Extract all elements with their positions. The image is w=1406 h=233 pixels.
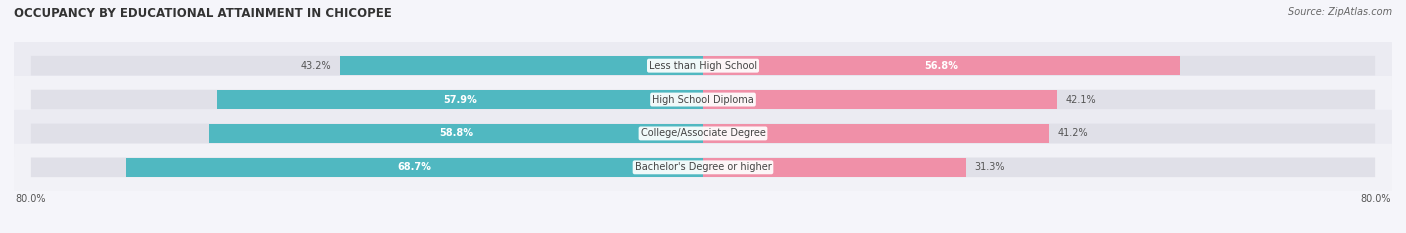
Text: Bachelor's Degree or higher: Bachelor's Degree or higher — [634, 162, 772, 172]
FancyBboxPatch shape — [31, 56, 703, 75]
Text: College/Associate Degree: College/Associate Degree — [641, 128, 765, 138]
Text: 56.8%: 56.8% — [925, 61, 959, 71]
FancyBboxPatch shape — [703, 158, 1375, 177]
FancyBboxPatch shape — [31, 90, 703, 109]
Bar — [217, 90, 703, 109]
FancyBboxPatch shape — [14, 42, 1392, 89]
FancyBboxPatch shape — [703, 56, 1375, 75]
Text: 57.9%: 57.9% — [443, 95, 477, 105]
Text: 43.2%: 43.2% — [301, 61, 332, 71]
Text: Source: ZipAtlas.com: Source: ZipAtlas.com — [1288, 7, 1392, 17]
FancyBboxPatch shape — [14, 76, 1392, 123]
Text: High School Diploma: High School Diploma — [652, 95, 754, 105]
Bar — [703, 90, 1057, 109]
Bar — [703, 158, 966, 177]
FancyBboxPatch shape — [31, 158, 703, 177]
FancyBboxPatch shape — [31, 124, 703, 143]
Text: Less than High School: Less than High School — [650, 61, 756, 71]
Text: OCCUPANCY BY EDUCATIONAL ATTAINMENT IN CHICOPEE: OCCUPANCY BY EDUCATIONAL ATTAINMENT IN C… — [14, 7, 392, 20]
FancyBboxPatch shape — [14, 110, 1392, 157]
Text: 31.3%: 31.3% — [974, 162, 1005, 172]
Bar — [703, 56, 1180, 75]
FancyBboxPatch shape — [14, 144, 1392, 191]
FancyBboxPatch shape — [703, 90, 1375, 109]
Text: 41.2%: 41.2% — [1057, 128, 1088, 138]
Text: 58.8%: 58.8% — [439, 128, 472, 138]
Bar — [340, 56, 703, 75]
Bar — [703, 124, 1049, 143]
FancyBboxPatch shape — [703, 124, 1375, 143]
Bar — [209, 124, 703, 143]
Text: 42.1%: 42.1% — [1066, 95, 1095, 105]
Bar — [125, 158, 703, 177]
Text: 68.7%: 68.7% — [398, 162, 432, 172]
